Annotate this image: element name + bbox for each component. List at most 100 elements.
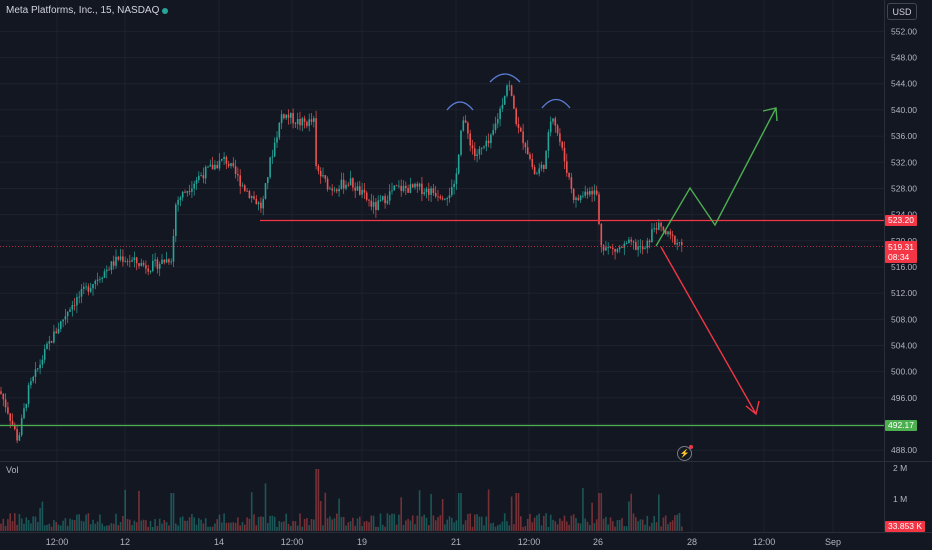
candle-body — [85, 286, 87, 288]
volume-bar — [446, 519, 448, 531]
volume-bar — [612, 521, 614, 531]
candle-body — [250, 196, 253, 199]
volume-bar — [469, 513, 471, 531]
candle-body — [296, 118, 299, 124]
symbol-title[interactable]: Meta Platforms, Inc., 15, NASDAQ — [6, 5, 170, 16]
volume-bar — [508, 525, 511, 531]
time-axis[interactable]: 12:00 12 14 12:00 19 21 12:00 26 28 12:00 Sep — [46, 537, 841, 547]
candle-body — [536, 173, 538, 175]
candle-body — [368, 199, 370, 201]
volume-bar — [651, 522, 653, 531]
candle-body — [478, 148, 481, 155]
candle-body — [117, 256, 120, 260]
volume-bar — [69, 518, 71, 531]
volume-bar — [34, 516, 37, 531]
candle-body — [543, 164, 545, 169]
volume-bar — [354, 525, 356, 531]
candle-body — [637, 246, 639, 250]
bearish-scenario-path[interactable] — [660, 246, 757, 415]
candle-body — [658, 222, 660, 230]
candle-body — [639, 246, 642, 248]
candle-body — [586, 191, 589, 195]
candle-body — [257, 202, 260, 205]
volume-bar — [485, 516, 488, 531]
volume-bar — [214, 523, 216, 531]
candle-body — [549, 121, 552, 133]
candle-body — [163, 259, 166, 263]
candle-body — [324, 175, 327, 179]
volume-bar — [497, 525, 499, 531]
candle-body — [593, 190, 596, 195]
currency-button[interactable]: USD — [887, 3, 917, 20]
volume-bar — [278, 520, 281, 531]
volume-bar — [200, 519, 202, 531]
volume-bar — [628, 501, 630, 531]
candle-body — [83, 286, 85, 290]
candle-body — [76, 297, 78, 306]
price-tick-label: 544.00 — [891, 79, 917, 89]
candle-body — [39, 364, 41, 369]
volume-bar — [18, 514, 21, 531]
candle-body — [71, 305, 74, 310]
volume-bar — [241, 521, 244, 531]
bullish-scenario-path[interactable] — [655, 107, 777, 247]
volume-bar — [53, 520, 55, 531]
candle-body — [398, 185, 400, 187]
volume-bar — [78, 514, 80, 531]
candle-body — [393, 185, 396, 191]
volume-bar — [602, 518, 605, 531]
bearish-arrowhead — [745, 400, 760, 416]
volume-bar — [257, 517, 260, 531]
volume-bar — [175, 523, 177, 531]
volume-bar — [529, 513, 531, 531]
volume-bar — [122, 515, 124, 531]
volume-bar — [193, 517, 195, 531]
candle-body — [80, 289, 83, 297]
volume-bar — [262, 516, 264, 531]
volume-bars — [0, 469, 683, 531]
candle-body — [260, 202, 262, 209]
volume-bar — [290, 526, 292, 531]
candle-body — [34, 369, 37, 377]
candle-body — [140, 262, 143, 267]
candle-body — [644, 248, 646, 250]
candle-body — [186, 191, 189, 193]
candle-body — [108, 269, 110, 271]
candle-body — [568, 172, 570, 178]
volume-tick-label: 1 M — [893, 494, 907, 504]
volume-bar — [577, 523, 580, 531]
candle-body — [494, 123, 497, 131]
candle-body — [607, 247, 609, 248]
candle-body — [349, 178, 352, 186]
volume-bar — [501, 521, 504, 531]
candle-body — [632, 241, 635, 243]
candle-body — [409, 184, 412, 193]
volume-bar — [658, 494, 660, 531]
price-tick-label: 536.00 — [891, 131, 917, 141]
volume-bar — [660, 526, 662, 531]
candle-body — [11, 420, 14, 425]
candle-body — [92, 284, 94, 289]
candle-body — [175, 204, 177, 237]
volume-bar — [538, 513, 540, 531]
candle-body — [246, 190, 248, 192]
candle-body — [425, 188, 428, 193]
candle-body — [609, 247, 612, 248]
candle-body — [428, 188, 430, 195]
volume-bar — [331, 519, 333, 531]
candle-body — [142, 262, 145, 266]
volume-bar — [409, 520, 412, 531]
lightning-icon[interactable]: ⚡ — [677, 445, 693, 461]
candle-body — [292, 113, 294, 124]
volume-bar — [184, 520, 186, 531]
volume-bar — [186, 520, 189, 531]
candle-body — [168, 259, 170, 263]
volume-bar — [152, 526, 154, 531]
candle-body — [591, 191, 593, 195]
candle-body — [253, 196, 255, 199]
candle-body — [513, 95, 515, 109]
candle-body — [674, 235, 676, 245]
volume-bar — [108, 525, 110, 531]
volume-bar — [103, 526, 106, 531]
